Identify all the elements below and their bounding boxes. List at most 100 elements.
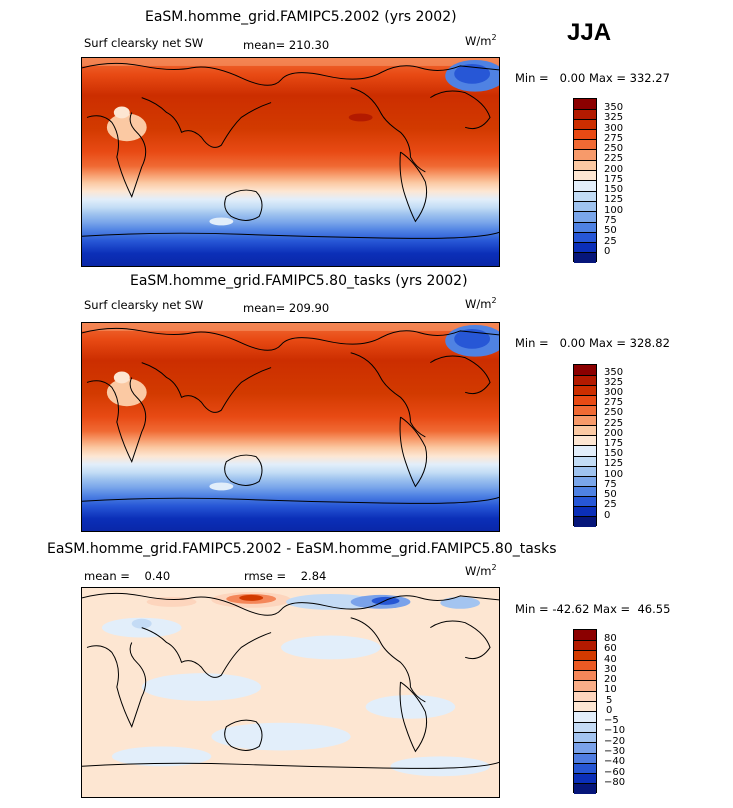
panel-2-colorbar-label: 125 [604,458,624,469]
panel-2-colorbar-label: 250 [604,407,624,418]
panel-2-colorbar-label: 300 [604,387,624,398]
panel-2-colorbar-label: 50 [604,489,617,500]
panel-1-minmax: Min = 0.00 Max = 332.27 [515,71,670,85]
panel-2-colorbar-label: 350 [604,367,624,378]
panel-1-colorbar [573,98,597,263]
panel-3-colorbar-label: 80 [604,633,617,644]
panel-3-colorbar-swatch [574,732,596,743]
panel-3-colorbar-swatch [574,630,596,641]
panel-3-mean: mean = 0.40 [84,569,171,583]
panel-3-map [81,587,500,798]
panel-3-title: EaSM.homme_grid.FAMIPC5.2002 - EaSM.homm… [47,541,557,557]
panel-1-colorbar-swatch [574,222,596,233]
panel-2-colorbar-swatch [574,435,596,446]
panel-2-colorbar-swatch [574,486,596,497]
panel-2-map-svg [82,323,499,531]
panel-1-colorbar-swatch [574,180,596,191]
panel-3-colorbar-label: 20 [604,674,617,685]
panel-1-colorbar-swatch [574,149,596,160]
panel-1-colorbar-label: 25 [604,236,617,247]
panel-2-colorbar-swatch [574,466,596,477]
panel-3-colorbar-label: −20 [604,736,626,747]
panel-1-units: W/m2 [465,33,497,48]
panel-2-colorbar-swatch [574,506,596,517]
panel-2-colorbar-label: 150 [604,448,624,459]
panel-2-colorbar-swatch [574,456,596,467]
panel-2-colorbar-swatch [574,496,596,507]
panel-3-colorbar-swatch [574,783,596,794]
panel-3-colorbar-swatch [574,670,596,681]
panel-1-colorbar-swatch [574,191,596,202]
panel-1-colorbar-swatch [574,252,596,263]
panel-1-colorbar-label: 75 [604,215,617,226]
panel-1-map [81,57,500,267]
panel-1-colorbar-swatch [574,139,596,150]
panel-2-map [81,322,500,532]
panel-2-colorbar-swatch [574,395,596,406]
panel-2-colorbar-swatch [574,405,596,416]
panel-1-colorbar-swatch [574,211,596,222]
panel-1-colorbar-swatch [574,109,596,120]
panel-1-colorbar-label: 250 [604,143,624,154]
panel-2-colorbar-swatch [574,415,596,426]
panel-1-colorbar-label: 125 [604,194,624,205]
panel-1-colorbar-label: 0 [604,246,611,257]
panel-2-colorbar-label: 275 [604,397,624,408]
panel-3-colorbar-label: 60 [604,643,617,654]
panel-3-minmax: Min = -42.62 Max = 46.55 [515,602,671,616]
season-label: JJA [567,19,612,46]
panel-1-colorbar-label: 350 [604,102,624,113]
panel-1-colorbar-swatch [574,170,596,181]
panel-2-colorbar-swatch [574,365,596,376]
panel-1-colorbar-label: 325 [604,112,624,123]
panel-1-colorbar-swatch [574,129,596,140]
panel-1-colorbar-swatch [574,119,596,130]
panel-1-colorbar-label: 50 [604,225,617,236]
panel-2-colorbar-label: 200 [604,428,624,439]
panel-1-colorbar-swatch [574,201,596,212]
panel-3-colorbar-label: 10 [604,684,617,695]
panel-2-variable: Surf clearsky net SW [84,298,204,312]
panel-3-colorbar-label: −5 [604,715,619,726]
panel-3-rmse: rmse = 2.84 [244,569,327,583]
panel-1-colorbar-swatch [574,160,596,171]
panel-1-colorbar-label: 225 [604,153,624,164]
panel-3-map-svg [82,588,499,797]
panel-3-colorbar-label: 40 [604,654,617,665]
panel-3-colorbar-swatch [574,650,596,661]
panel-2-colorbar-label: 225 [604,418,624,429]
panel-3-colorbar-swatch [574,660,596,671]
panel-3-colorbar-swatch [574,773,596,784]
panel-1-map-svg [82,58,499,266]
panel-2-colorbar-label: 0 [604,510,611,521]
panel-2-colorbar-label: 100 [604,469,624,480]
panel-2-colorbar-swatch [574,445,596,456]
panel-2-colorbar-swatch [574,375,596,386]
panel-3-colorbar-label: −40 [604,756,626,767]
panel-3-colorbar-swatch [574,742,596,753]
panel-1-variable: Surf clearsky net SW [84,36,204,50]
panel-1-colorbar-swatch [574,99,596,110]
panel-3-colorbar-label: 5 [606,695,613,706]
panel-1-colorbar-label: 300 [604,123,624,134]
panel-2-colorbar-label: 175 [604,438,624,449]
panel-2-colorbar [573,364,597,527]
panel-2-colorbar-swatch [574,476,596,487]
panel-3-colorbar-label: −60 [604,767,626,778]
panel-1-colorbar-swatch [574,242,596,253]
panel-3-colorbar-label: −10 [604,725,626,736]
panel-2-colorbar-swatch [574,425,596,436]
panel-3-colorbar-swatch [574,701,596,712]
panel-1-mean: mean= 210.30 [243,38,330,52]
panel-1-colorbar-label: 150 [604,184,624,195]
panel-3-colorbar-swatch [574,763,596,774]
panel-2-units: W/m2 [465,296,497,311]
panel-3-colorbar-swatch [574,691,596,702]
panel-1-colorbar-label: 175 [604,174,624,185]
panel-3-colorbar [573,629,597,794]
panel-2-colorbar-swatch [574,516,596,527]
panel-2-title: EaSM.homme_grid.FAMIPC5.80_tasks (yrs 20… [130,273,468,289]
panel-3-colorbar-label: 30 [604,664,617,675]
panel-3-colorbar-swatch [574,722,596,733]
panel-3-colorbar-label: −30 [604,746,626,757]
